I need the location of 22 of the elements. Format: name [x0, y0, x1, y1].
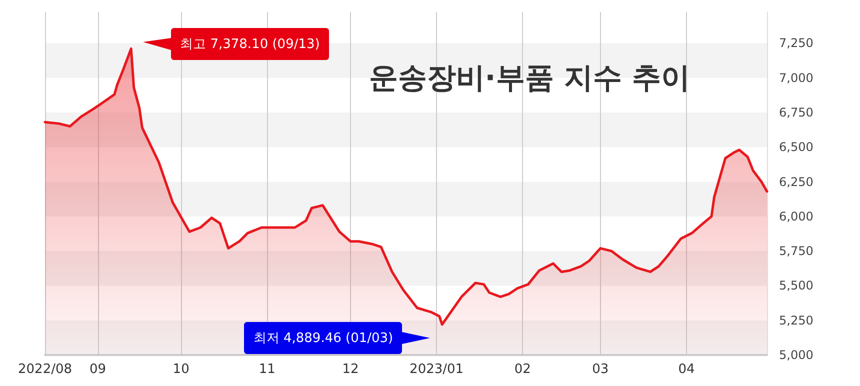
x-tick-label: 12 [342, 362, 359, 377]
y-tick-label: 7,000 [779, 70, 814, 85]
x-tick-label: 02 [514, 362, 531, 377]
x-tick-label: 04 [678, 362, 695, 377]
x-tick-label: 2023/01 [410, 362, 464, 377]
x-tick-label: 10 [172, 362, 190, 377]
y-tick-label: 5,000 [779, 348, 814, 362]
x-tick-label: 2022/08 [18, 362, 72, 377]
y-tick-label: 6,500 [779, 140, 814, 154]
x-tick-label: 09 [89, 362, 106, 377]
y-tick-label: 5,250 [779, 313, 814, 328]
annotation: 최저 4,889.46 (01/03) [244, 322, 402, 354]
y-tick-label: 5,750 [779, 244, 814, 258]
x-tick-label: 11 [258, 362, 276, 377]
x-tick-label: 03 [592, 362, 609, 377]
y-tick-label: 6,250 [779, 174, 814, 189]
y-tick-label: 5,500 [779, 278, 814, 293]
annotation: 최고 7,378.10 (09/13) [171, 28, 329, 60]
y-tick-label: 6,750 [779, 105, 814, 120]
y-tick-label: 6,000 [779, 209, 814, 224]
y-tick-label: 7,250 [779, 36, 814, 50]
text: 운송장비·부품 지수 추이 [368, 60, 690, 94]
